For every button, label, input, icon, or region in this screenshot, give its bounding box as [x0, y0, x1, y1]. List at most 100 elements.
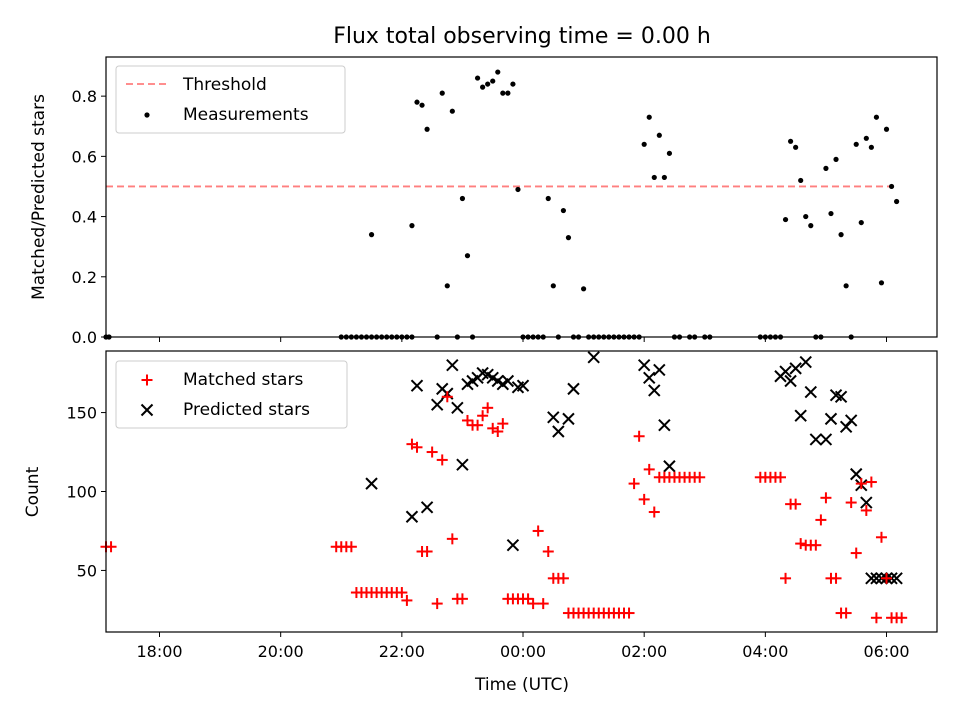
matched-star-point	[446, 533, 458, 545]
x-tick-label: 22:00	[379, 642, 425, 661]
predicted-star-point	[653, 363, 666, 377]
measurement-point	[838, 232, 844, 238]
measurement-point	[550, 283, 556, 289]
measurement-point	[843, 283, 849, 289]
legend-matched-swatch	[141, 374, 153, 386]
predicted-star-point	[365, 477, 378, 490]
predicted-star-point	[658, 418, 671, 432]
bottom-y-axis-label: Count	[23, 466, 43, 517]
x-axis-label: Time (UTC)	[474, 675, 569, 695]
predicted-star-point	[547, 411, 560, 424]
bottom-y-axis: 50 100 150	[66, 404, 106, 580]
predicted-star-point	[648, 384, 661, 397]
measurement-point	[656, 132, 662, 138]
legend-matched-label: Matched stars	[183, 370, 303, 390]
matched-star-point	[537, 598, 549, 610]
legend-measurements-label: Measurements	[183, 105, 309, 125]
predicted-star-point	[567, 382, 580, 396]
measurement-point	[888, 183, 895, 190]
bottom-y-tick-label: 100	[66, 483, 97, 502]
matched-star-point	[845, 497, 857, 509]
matched-star-point	[790, 498, 802, 510]
matched-star-point	[780, 572, 792, 584]
measurement-point	[474, 75, 481, 81]
measurement-point	[500, 90, 506, 96]
measurement-point	[580, 286, 587, 292]
matched-star-point	[795, 538, 807, 550]
measurement-point	[858, 219, 864, 226]
matched-star-point	[840, 607, 852, 619]
matched-star-point	[633, 430, 645, 442]
measurement-point	[459, 195, 466, 202]
matched-star-point	[881, 572, 893, 584]
matched-star-point	[345, 541, 357, 553]
matched-star-point	[431, 598, 443, 610]
predicted-star-point	[870, 572, 883, 585]
measurement-point	[646, 114, 652, 120]
legend-matched-marker	[141, 374, 153, 386]
predicted-star-point	[794, 409, 807, 422]
matched-star-point	[830, 572, 842, 584]
predicted-star-point	[824, 412, 838, 426]
measurement-point	[464, 253, 471, 259]
matched-star-point	[815, 514, 827, 526]
matched-star-point	[850, 547, 862, 559]
matched-star-point	[426, 446, 438, 458]
predicted-star-point	[420, 501, 434, 514]
top-y-tick-label: 0.8	[72, 87, 97, 106]
top-legend-box	[115, 65, 346, 134]
measurement-point	[853, 141, 859, 147]
matched-star-point	[522, 593, 534, 605]
predicted-star-point	[799, 355, 812, 369]
legend-measurements-swatch	[144, 112, 150, 118]
predicted-star-point	[779, 365, 792, 378]
x-tick-label: 00:00	[500, 642, 546, 661]
matched-star-point	[643, 463, 655, 475]
predicted-star-point	[501, 374, 515, 388]
bottom-y-tick-label: 50	[77, 561, 97, 580]
matched-star-point	[810, 539, 822, 551]
measurement-point	[782, 216, 789, 223]
predicted-star-point	[804, 385, 817, 399]
matched-star-point	[865, 476, 877, 488]
chart-title: Flux total observing time = 0.00 h	[333, 24, 711, 49]
predicted-star-point	[405, 510, 419, 523]
measurement-point	[798, 177, 804, 184]
x-tick-label: 02:00	[621, 642, 667, 661]
predicted-star-point	[637, 359, 651, 372]
top-y-tick-label: 0.4	[72, 208, 97, 227]
matched-star-point	[875, 531, 887, 543]
matched-star-point	[694, 471, 706, 483]
legend-threshold-label: Threshold	[182, 75, 267, 95]
top-y-axis: 0.0 0.2 0.4 0.6 0.8	[72, 87, 106, 347]
measurement-point	[485, 81, 491, 87]
predicted-star-point	[516, 379, 530, 392]
x-tick-label: 20:00	[258, 642, 304, 661]
measurement-point	[651, 174, 657, 181]
measurement-point	[565, 235, 572, 241]
measurement-point	[545, 195, 551, 202]
top-y-tick-label: 0.0	[72, 328, 97, 347]
measurement-point	[894, 198, 900, 205]
predicted-star-point	[451, 401, 464, 415]
measurement-point	[787, 138, 794, 144]
predicted-star-point	[446, 359, 459, 372]
measurement-point	[409, 223, 415, 229]
matched-star-point	[860, 504, 872, 516]
matched-star-point	[820, 492, 832, 504]
bottom-plot-frame	[105, 350, 938, 633]
top-panel: 0.00.20.40.60.8 Matched/Predicted stars …	[29, 56, 938, 347]
measurement-point	[793, 144, 799, 150]
matched-star-point	[401, 594, 413, 606]
bottom-x-axis: 18:00 20:00 22:00 00:00 02:00 04:00 06:00	[136, 632, 910, 661]
measurement-point	[873, 114, 880, 120]
measurement-point	[666, 150, 673, 156]
predicted-star-point	[844, 414, 858, 427]
measurement-point	[828, 210, 834, 217]
matched-star-point	[396, 587, 408, 599]
predicted-star-point	[643, 371, 656, 385]
matched-star-point	[532, 525, 544, 537]
legend-predicted-swatch	[140, 403, 154, 417]
top-y-tick-label: 0.6	[72, 147, 97, 166]
matched-star-point	[105, 541, 117, 553]
